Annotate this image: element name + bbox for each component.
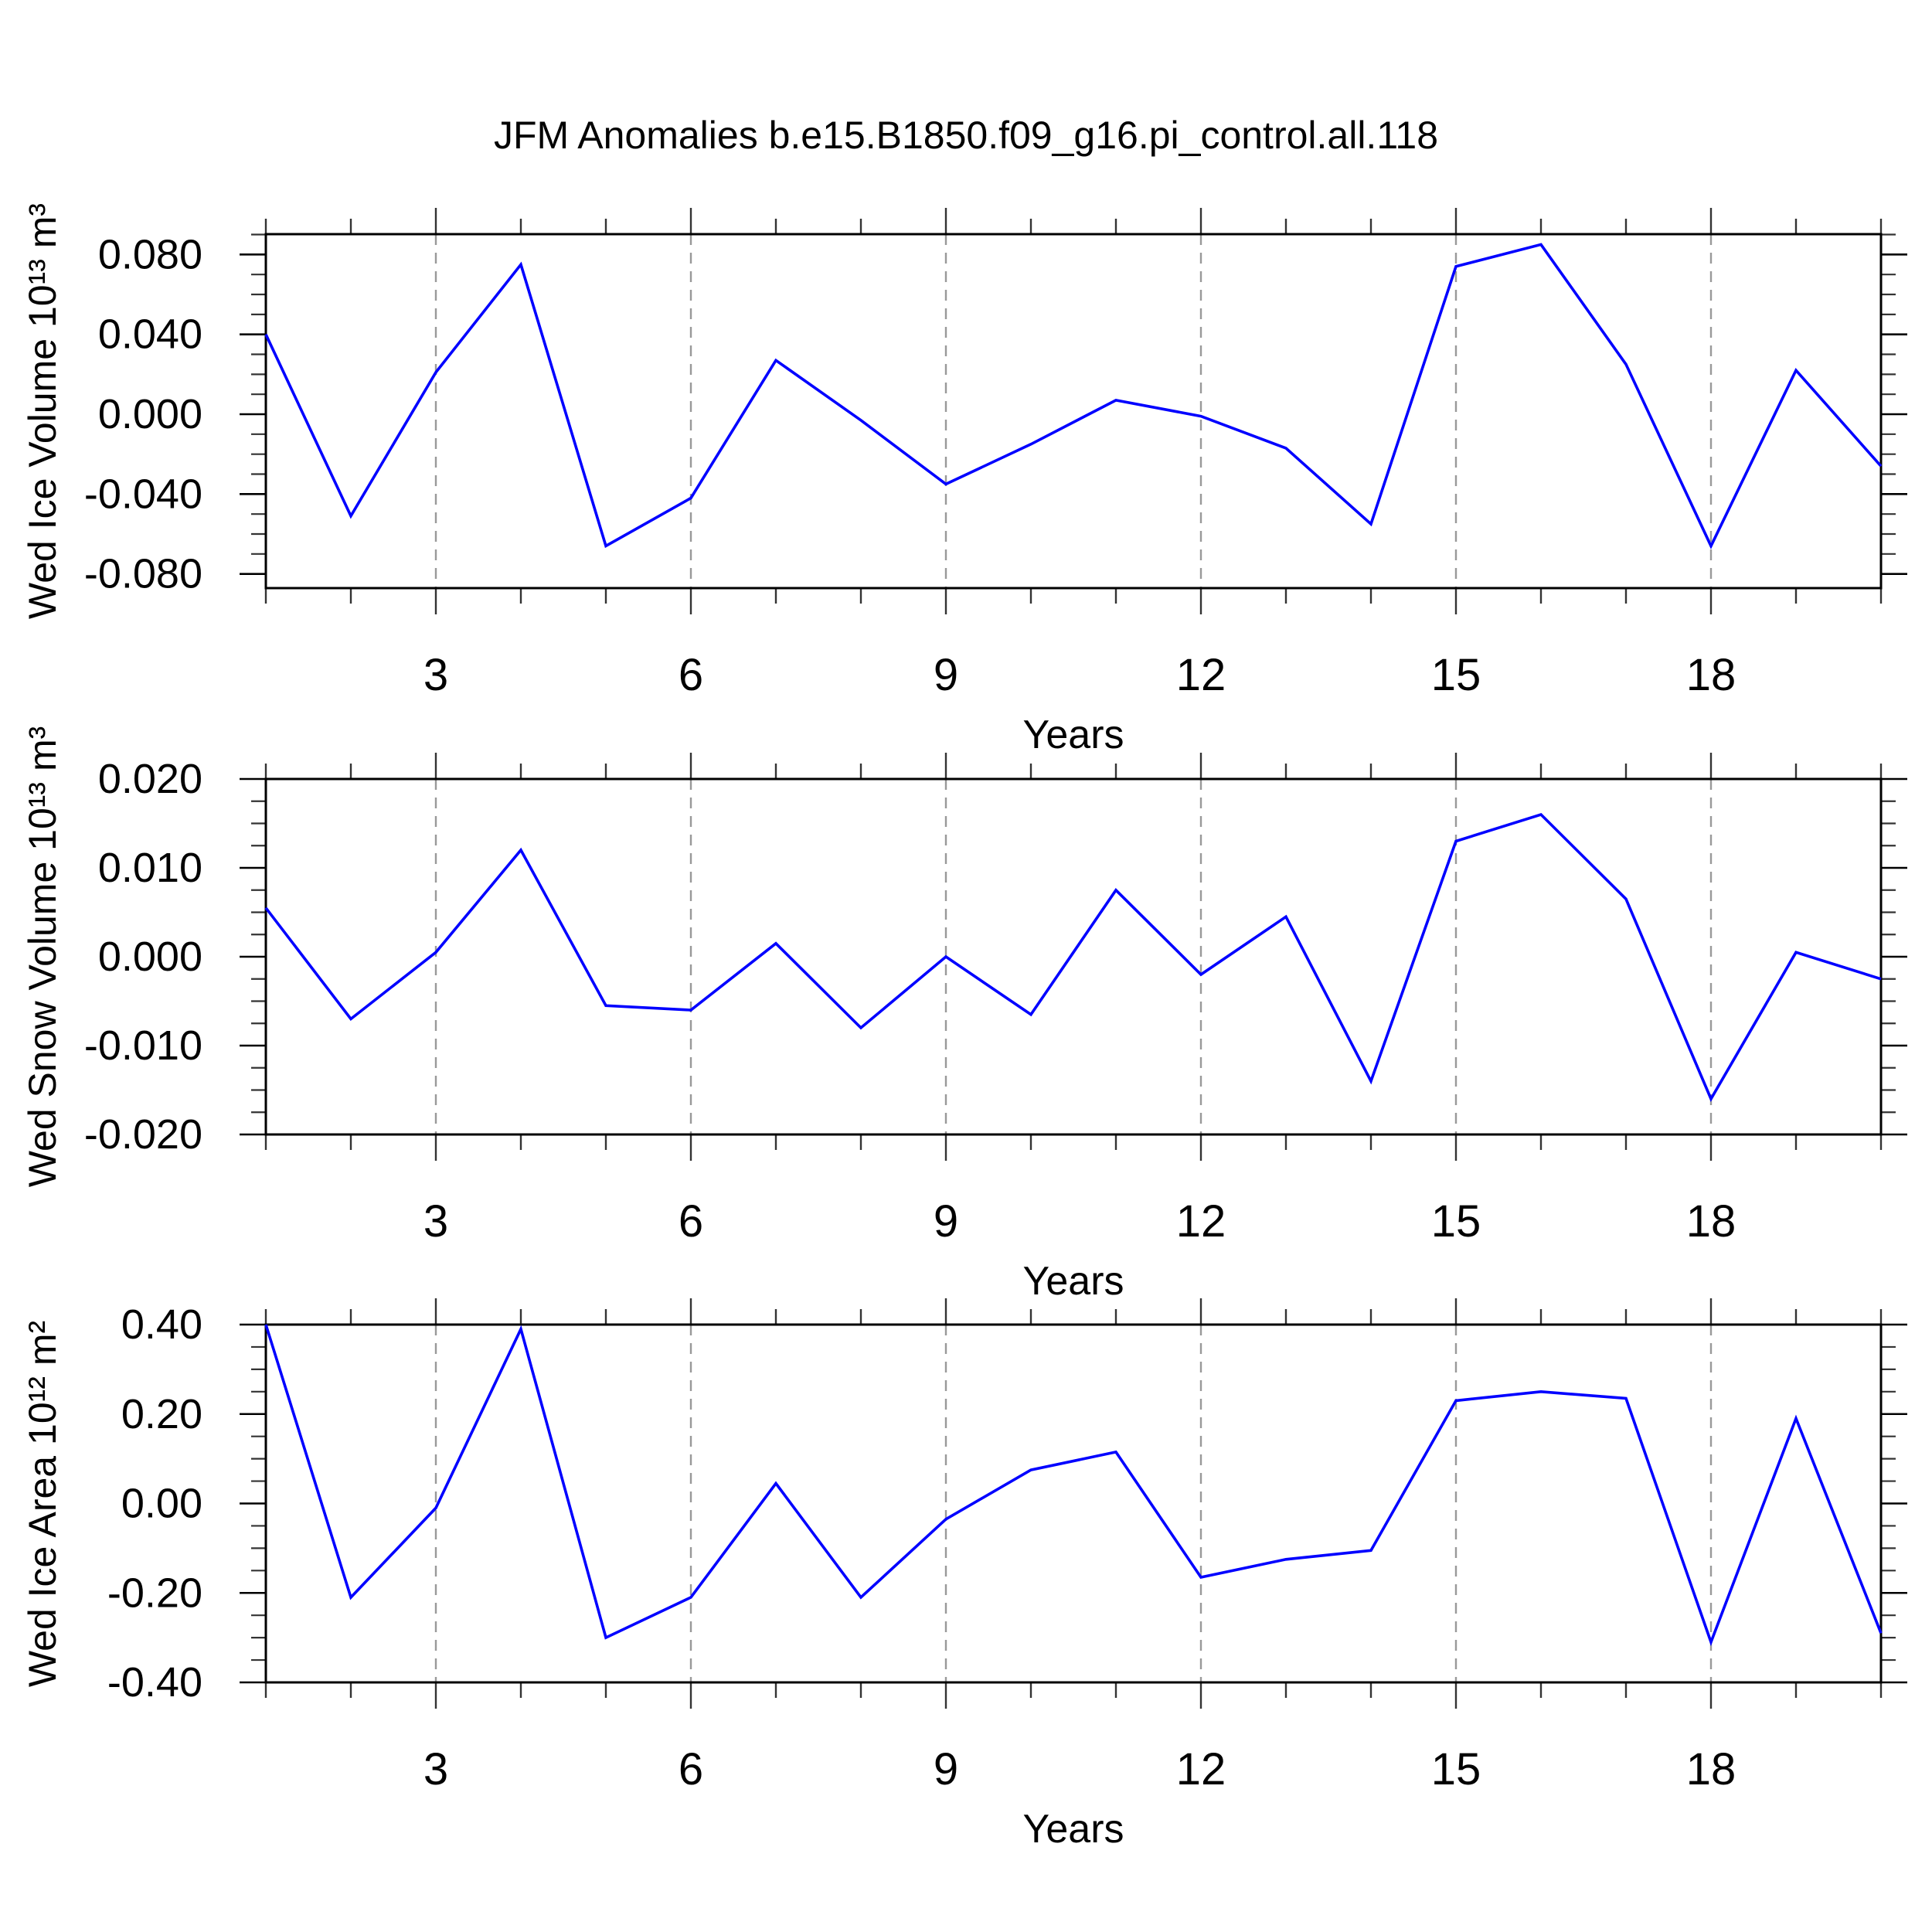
plot-frame: [264, 777, 1883, 1136]
x-tick-label: 15: [1431, 650, 1481, 700]
y-tick-label: -0.080: [84, 551, 202, 597]
x-tick-label: 15: [1431, 1744, 1481, 1794]
data-line-0: [264, 243, 1883, 549]
y-tick-label: 0.000: [98, 391, 202, 437]
x-tick-label: 12: [1176, 650, 1226, 700]
y-tick-label: 0.20: [121, 1391, 202, 1437]
x-tick-label: 18: [1686, 1196, 1736, 1247]
x-tick-label: 3: [423, 1196, 448, 1247]
panel-ice-area-plot: 0.40 0.20 0.00 -0.20 -0.40 3 6 9 12 15 18 Years: [107, 1298, 1907, 1852]
x-tick-label: 12: [1176, 1744, 1226, 1794]
x-tick-label: 9: [934, 1744, 958, 1794]
x-tick-label: 18: [1686, 1744, 1736, 1794]
y-tick-label: 0.080: [98, 231, 202, 277]
y-tick-label: 0.010: [98, 845, 202, 891]
data-line-2: [264, 1324, 1883, 1647]
y-tick-label: -0.40: [107, 1659, 202, 1706]
y-tick-label: -0.010: [84, 1022, 202, 1069]
y-tick-label: 0.00: [121, 1481, 202, 1527]
x-tick-label: 9: [934, 1196, 958, 1247]
data-line-1: [264, 812, 1882, 1103]
x-tick-label: 6: [679, 1196, 703, 1247]
x-axis-title: Years: [1022, 713, 1124, 757]
x-axis-title: Years: [1022, 1807, 1124, 1852]
x-tick-label: 15: [1431, 1196, 1481, 1247]
y-tick-label: -0.20: [107, 1570, 202, 1616]
y-tick-label: -0.020: [84, 1111, 202, 1158]
x-tick-label: 6: [679, 650, 703, 700]
y-tick-label: 0.000: [98, 934, 202, 980]
plot-frame: [264, 233, 1883, 590]
y-tick-label: 0.40: [121, 1301, 202, 1348]
x-tick-label: 18: [1686, 650, 1736, 700]
chart-title: JFM Anomalies b.e15.B1850.f09_g16.pi_con…: [493, 114, 1439, 157]
x-tick-label: 12: [1176, 1196, 1226, 1247]
x-tick-label: 3: [423, 650, 448, 700]
plot-frame: [264, 1323, 1883, 1684]
x-tick-label: 6: [679, 1744, 703, 1794]
y-tick-label: 0.040: [98, 311, 202, 358]
x-tick-label: 3: [423, 1744, 448, 1794]
x-tick-label: 9: [934, 650, 958, 700]
y-tick-label: -0.040: [84, 471, 202, 517]
panel-snow-volume-plot: 0.020 0.010 0.000 -0.010 -0.020 3 6 9 12 15 18 Year…: [84, 753, 1907, 1304]
panel-ice-volume-plot: 0.080 0.040 0.000 -0.040 -0.080 3 6 9 12 15 18 Year…: [84, 208, 1907, 757]
x-axis-title: Years: [1022, 1259, 1124, 1304]
y-tick-label: 0.020: [98, 756, 202, 802]
